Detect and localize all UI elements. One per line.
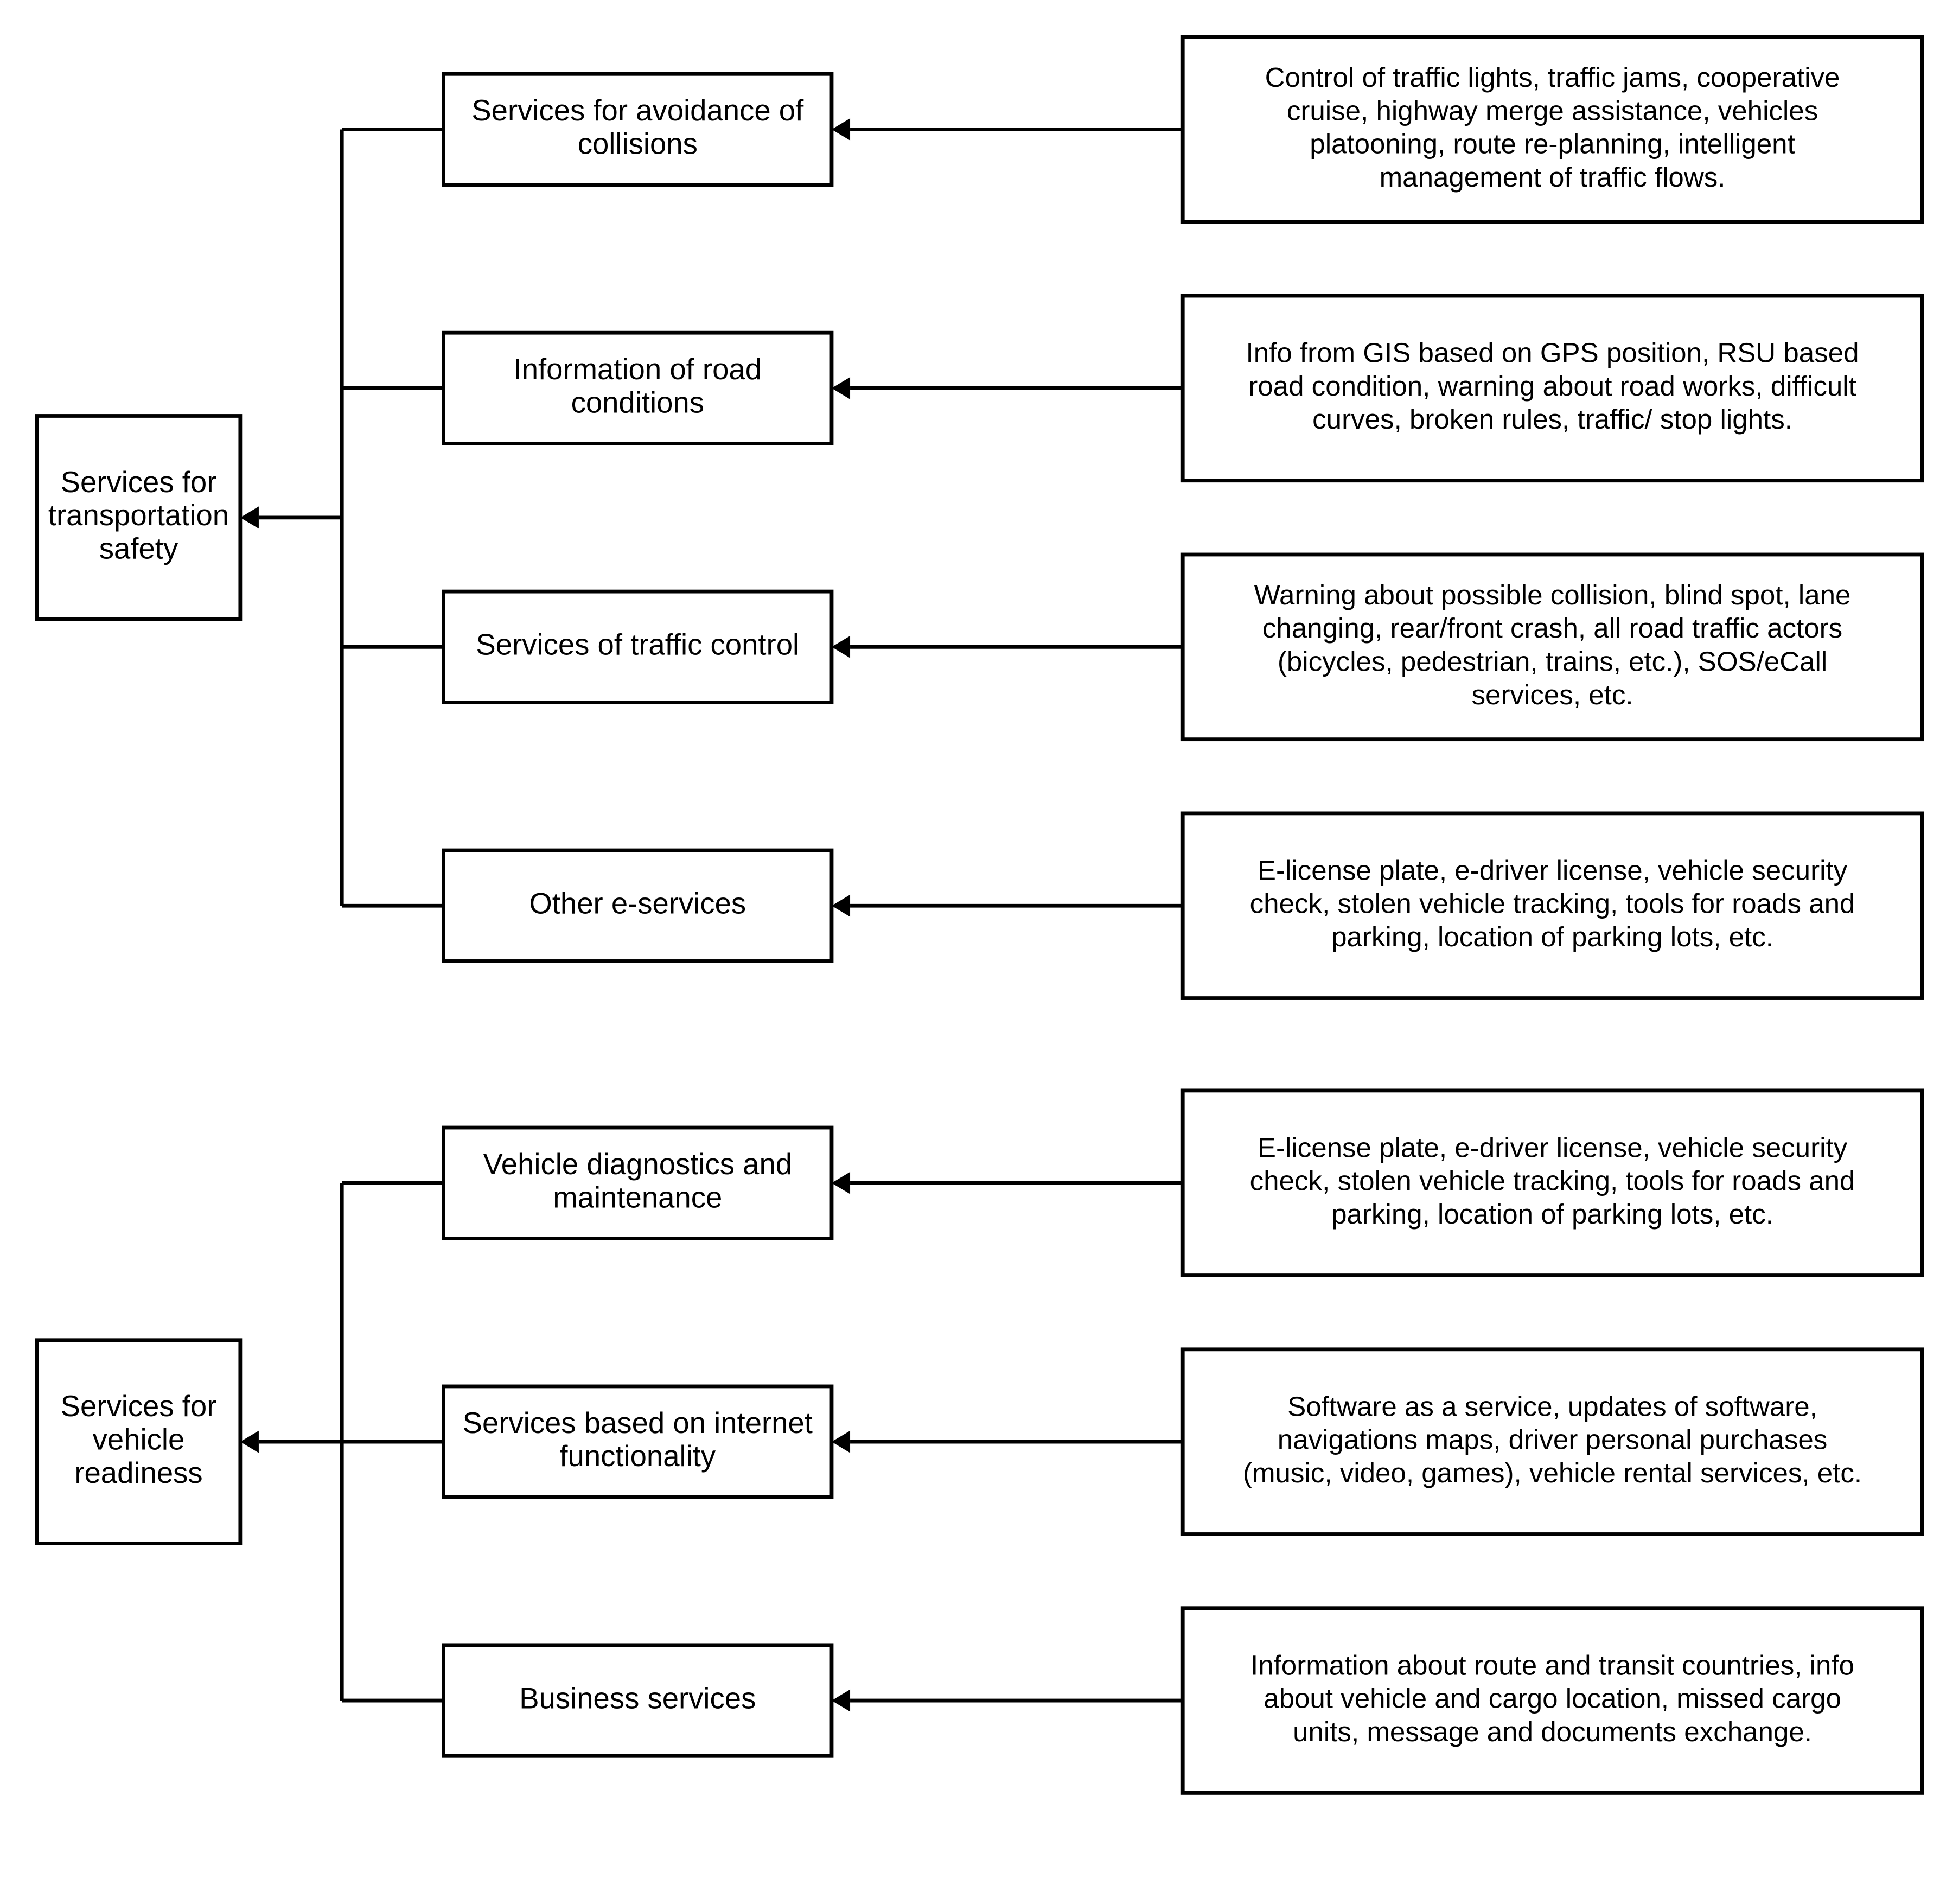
description-text: services, etc.: [1472, 679, 1633, 710]
category-label: Services of traffic control: [476, 628, 799, 661]
root-label: transportation: [48, 499, 229, 532]
arrow-into-category: [832, 895, 850, 917]
root-label: readiness: [74, 1456, 202, 1489]
description-text: curves, broken rules, traffic/ stop ligh…: [1312, 404, 1792, 435]
description-text: Warning about possible collision, blind …: [1254, 580, 1851, 610]
arrow-into-root: [240, 1431, 259, 1453]
arrow-into-category: [832, 1690, 850, 1712]
arrow-into-category: [832, 1172, 850, 1194]
category-label: Services for avoidance of: [471, 94, 804, 127]
description-text: navigations maps, driver personal purcha…: [1278, 1424, 1828, 1455]
description-text: (music, video, games), vehicle rental se…: [1243, 1457, 1862, 1488]
arrow-into-category: [832, 1431, 850, 1453]
description-text: platooning, route re-planning, intellige…: [1310, 129, 1795, 160]
category-label: Business services: [519, 1682, 756, 1715]
category-label: Vehicle diagnostics and: [483, 1148, 792, 1181]
root-label: Services for: [61, 1390, 217, 1423]
description-text: E-license plate, e-driver license, vehic…: [1258, 855, 1848, 886]
category-label: maintenance: [553, 1181, 722, 1214]
description-text: about vehicle and cargo location, missed…: [1264, 1683, 1841, 1714]
root-label: Services for: [61, 466, 217, 499]
root-label: safety: [99, 532, 178, 565]
description-text: parking, location of parking lots, etc.: [1331, 1199, 1773, 1230]
arrow-into-category: [832, 377, 850, 399]
description-text: Information about route and transit coun…: [1250, 1650, 1854, 1680]
category-label: functionality: [559, 1440, 716, 1473]
description-text: check, stolen vehicle tracking, tools fo…: [1250, 1166, 1855, 1196]
description-text: Software as a service, updates of softwa…: [1287, 1391, 1817, 1422]
category-label: conditions: [571, 386, 704, 419]
description-text: road condition, warning about road works…: [1248, 371, 1856, 402]
description-text: cruise, highway merge assistance, vehicl…: [1287, 95, 1818, 126]
description-text: check, stolen vehicle tracking, tools fo…: [1250, 888, 1855, 919]
description-text: management of traffic flows.: [1380, 162, 1726, 193]
description-text: E-license plate, e-driver license, vehic…: [1258, 1132, 1848, 1163]
category-label: collisions: [578, 128, 698, 161]
root-label: vehicle: [93, 1423, 185, 1456]
arrow-into-category: [832, 636, 850, 658]
services-tree-diagram: Services fortransportationsafetyServices…: [0, 0, 1959, 1904]
description-text: units, message and documents exchange.: [1293, 1716, 1812, 1747]
description-text: changing, rear/front crash, all road tra…: [1262, 613, 1842, 644]
arrow-into-root: [240, 506, 259, 528]
description-text: (bicycles, pedestrian, trains, etc.), SO…: [1278, 646, 1827, 677]
description-text: parking, location of parking lots, etc.: [1331, 921, 1773, 952]
category-label: Other e-services: [529, 887, 746, 920]
description-text: Info from GIS based on GPS position, RSU…: [1246, 338, 1859, 368]
category-label: Information of road: [514, 353, 762, 386]
description-text: Control of traffic lights, traffic jams,…: [1265, 62, 1840, 93]
category-label: Services based on internet: [463, 1406, 813, 1440]
arrow-into-category: [832, 118, 850, 141]
